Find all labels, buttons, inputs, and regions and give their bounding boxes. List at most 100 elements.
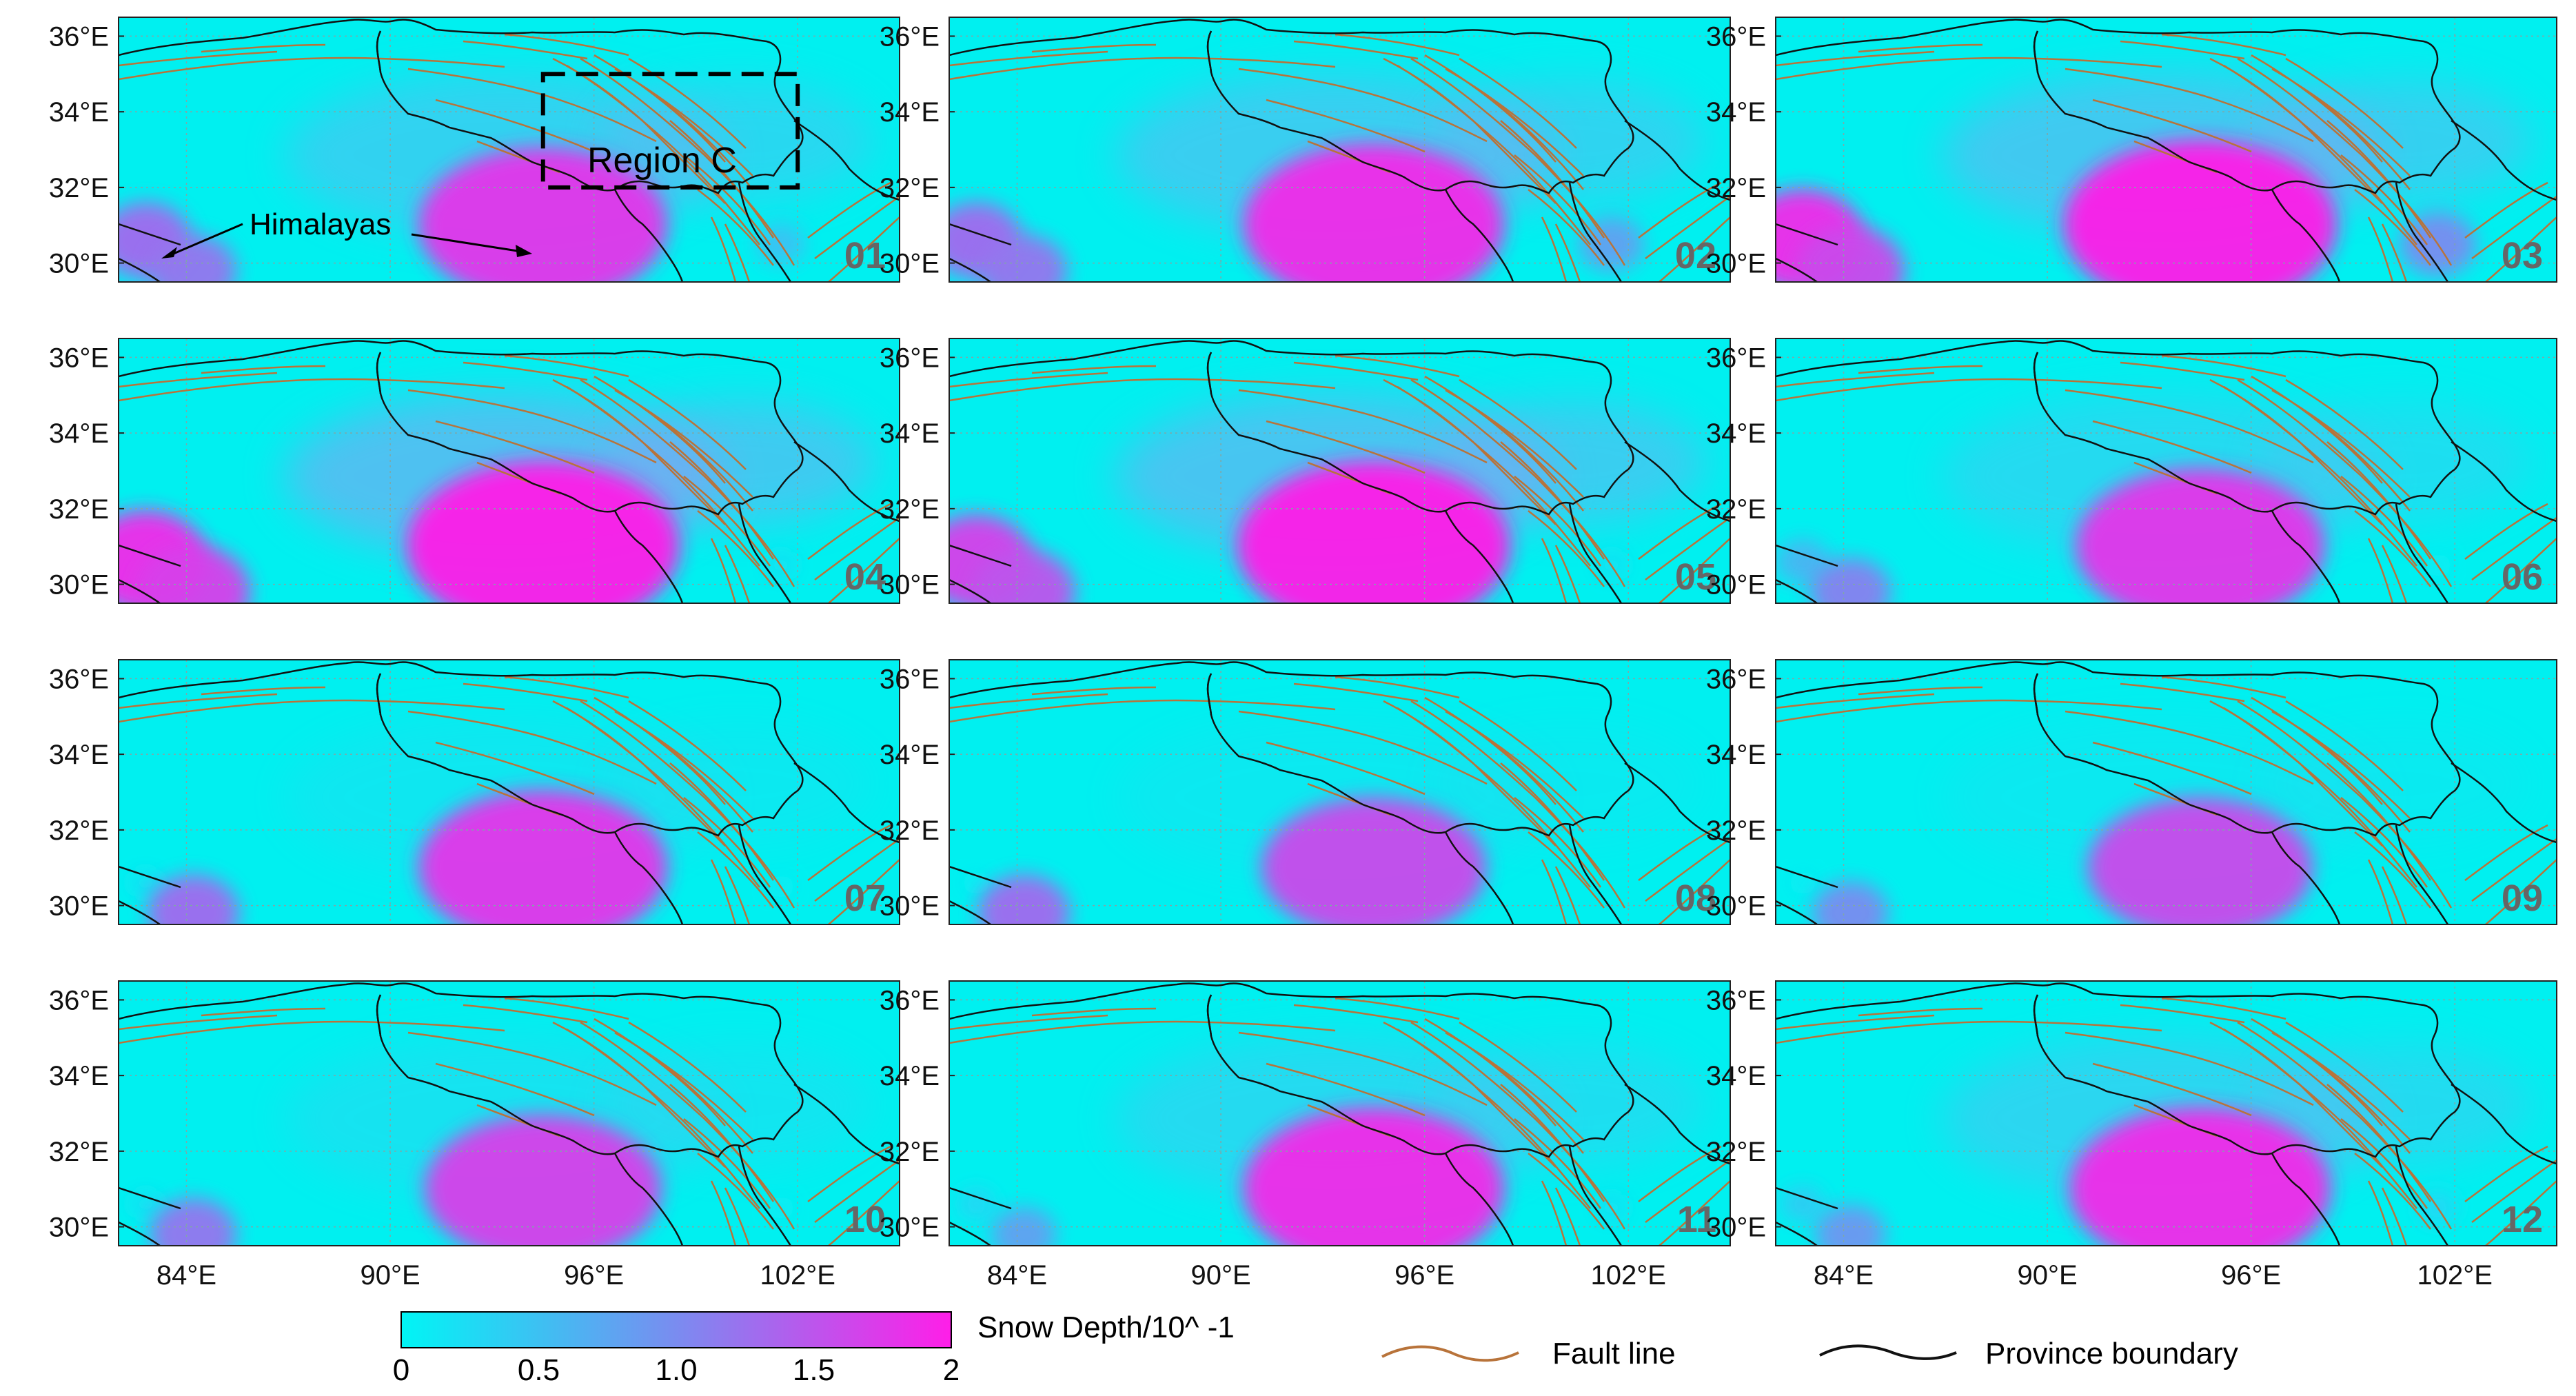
month-label: 01 bbox=[844, 235, 886, 276]
fault-line bbox=[1293, 682, 1419, 702]
fault-line bbox=[1397, 385, 1591, 567]
province-boundary bbox=[1776, 340, 2461, 516]
fault-line bbox=[2299, 1049, 2411, 1154]
fault-line bbox=[1659, 538, 1730, 603]
longitude-tick-label: 102°E bbox=[1591, 1260, 1666, 1291]
map-panel-06: 06 36°E 34°E 32°E 30°E bbox=[1706, 338, 2557, 604]
snow-hotspot bbox=[128, 1190, 163, 1219]
province-boundary bbox=[119, 1221, 161, 1246]
province-boundary-legend-label: Province boundary bbox=[1985, 1337, 2238, 1370]
fault-line bbox=[1776, 378, 2162, 402]
map-content bbox=[1776, 660, 2557, 924]
fault-line bbox=[1293, 40, 1419, 60]
province-boundary bbox=[1444, 1153, 1514, 1246]
province-boundary bbox=[949, 578, 991, 603]
longitude-tick-label: 90°E bbox=[361, 1260, 420, 1291]
fault-line bbox=[2065, 710, 2314, 785]
longitude-tick-label: 96°E bbox=[1395, 1260, 1454, 1291]
latitude-tick-label: 32°E bbox=[1706, 1137, 1766, 1167]
fault-line bbox=[828, 859, 900, 924]
province-boundary bbox=[119, 340, 804, 516]
fault-line bbox=[1459, 700, 1577, 791]
snow-hotspot bbox=[2063, 139, 2337, 282]
fault-line bbox=[580, 700, 795, 909]
province-boundary bbox=[2395, 503, 2449, 603]
fault-line bbox=[1031, 43, 1157, 53]
fault-line bbox=[1514, 797, 1602, 888]
province-boundary bbox=[949, 1186, 1012, 1210]
latitude-tick-label: 32°E bbox=[880, 816, 940, 846]
province-boundary bbox=[1776, 578, 1818, 603]
snow-hotspot bbox=[1243, 143, 1505, 282]
fault-line bbox=[642, 727, 753, 833]
province-boundary bbox=[2271, 510, 2341, 603]
fault-line bbox=[642, 406, 753, 512]
fault-line bbox=[1266, 99, 1426, 153]
fault-line bbox=[2092, 420, 2252, 474]
fault-line bbox=[201, 43, 326, 53]
fault-line bbox=[828, 1180, 900, 1246]
fault-line bbox=[1645, 195, 1730, 260]
fault-line bbox=[1638, 824, 1722, 882]
fault-line bbox=[1266, 420, 1426, 474]
fault-line bbox=[1541, 216, 1568, 282]
province-boundary bbox=[793, 441, 900, 523]
fault-line bbox=[949, 693, 1108, 709]
snow-hotspot bbox=[2087, 797, 2313, 924]
fault-line bbox=[119, 1020, 505, 1044]
fault-line bbox=[1541, 859, 1568, 924]
map-panel-10: 10 36°E 34°E 32°E 30°E bbox=[49, 980, 900, 1246]
fault-line bbox=[614, 389, 753, 498]
province-boundary bbox=[1776, 1221, 1818, 1246]
graticule bbox=[1776, 660, 2557, 924]
month-label: 07 bbox=[844, 878, 886, 919]
snow-hotspot bbox=[1796, 225, 1905, 282]
graticule bbox=[949, 338, 1730, 603]
map-frame bbox=[1775, 338, 2557, 604]
map-panel-09: 09 36°E 34°E 32°E 30°E bbox=[1706, 659, 2557, 925]
map-content bbox=[1776, 17, 2557, 282]
fault-line bbox=[566, 385, 760, 567]
fault-line bbox=[642, 1049, 753, 1154]
fault-line bbox=[1528, 510, 1605, 587]
snow-hotspot bbox=[2076, 468, 2325, 603]
month-label: 02 bbox=[1675, 235, 1716, 276]
longitude-tick-label: 84°E bbox=[1814, 1260, 1874, 1291]
map-content bbox=[1776, 338, 2557, 603]
map-content bbox=[949, 981, 1730, 1246]
province-boundary bbox=[613, 1153, 684, 1246]
longitude-tick-label: 96°E bbox=[2221, 1260, 2281, 1291]
fault-line bbox=[435, 741, 595, 796]
latitude-tick-label: 34°E bbox=[49, 97, 109, 128]
fault-line bbox=[949, 378, 1336, 402]
province-boundary bbox=[376, 673, 382, 716]
himalayas-label: Himalayas bbox=[250, 208, 391, 241]
annotation-arrow bbox=[411, 233, 523, 253]
province-boundary bbox=[613, 189, 684, 282]
fault-line bbox=[2340, 476, 2428, 567]
province-boundary bbox=[119, 257, 161, 282]
latitude-tick-label: 32°E bbox=[880, 1137, 940, 1167]
province-boundary bbox=[1444, 510, 1514, 603]
map-panel-05: 05 36°E 34°E 32°E 30°E bbox=[880, 338, 1731, 604]
fault-line bbox=[807, 824, 891, 882]
province-boundary bbox=[793, 762, 900, 844]
month-label: 11 bbox=[1677, 1199, 1716, 1240]
fault-line bbox=[724, 866, 751, 924]
snow-hotspot bbox=[1237, 461, 1511, 603]
fault-line bbox=[2285, 1021, 2404, 1113]
fault-line bbox=[2485, 216, 2557, 282]
latitude-tick-label: 32°E bbox=[1706, 816, 1766, 846]
latitude-tick-label: 30°E bbox=[49, 249, 109, 279]
latitude-tick-label: 32°E bbox=[1706, 494, 1766, 525]
latitude-tick-label: 36°E bbox=[49, 664, 109, 694]
fault-line bbox=[669, 441, 775, 560]
fault-line bbox=[1472, 85, 1584, 190]
fault-line bbox=[2120, 40, 2245, 60]
fault-line bbox=[2471, 195, 2557, 260]
province-boundary bbox=[119, 578, 161, 603]
fault-line bbox=[1514, 154, 1602, 245]
fault-line bbox=[1554, 223, 1581, 282]
province-boundary bbox=[1624, 762, 1730, 844]
fault-line bbox=[2161, 33, 2286, 57]
